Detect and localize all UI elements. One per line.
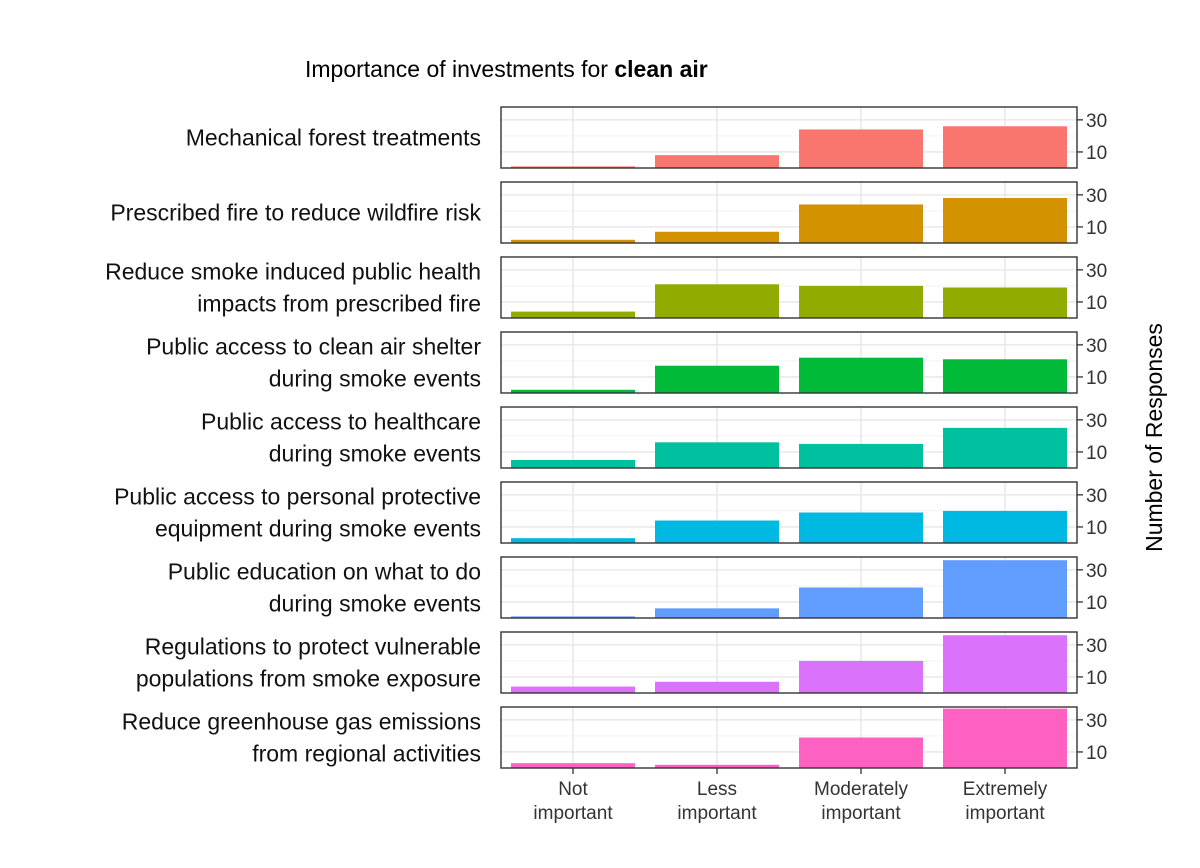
bar	[511, 239, 635, 243]
bar	[943, 510, 1067, 543]
y-tick-label: 30	[1086, 186, 1107, 207]
bar	[655, 284, 779, 318]
bar	[511, 686, 635, 693]
bar	[511, 763, 635, 768]
y-tick-label: 10	[1086, 143, 1107, 164]
bar	[799, 512, 923, 543]
bar	[655, 231, 779, 243]
facet-panel: 10 30 Public access to clean air shelter du…	[146, 331, 1107, 394]
chart-title-bold: clean air	[614, 56, 707, 82]
bar	[655, 365, 779, 393]
bar	[655, 442, 779, 468]
facet-label: Reduce smoke induced public health	[105, 259, 481, 285]
panel-border	[500, 406, 1078, 469]
bar	[655, 520, 779, 543]
facet-label: from regional activities	[252, 741, 481, 767]
x-tick-label: Less important	[677, 779, 757, 824]
chart-title: Importance of investments for clean air	[305, 56, 708, 82]
bar	[511, 389, 635, 393]
facet-label: Public access to clean air shelter	[146, 334, 481, 360]
bar	[943, 359, 1067, 393]
facet-panel: 10 30 Public education on what to do during…	[168, 556, 1107, 619]
y-tick-label: 30	[1086, 261, 1107, 282]
bar	[943, 198, 1067, 243]
y-tick-label: 10	[1086, 593, 1107, 614]
y-tick-label: 10	[1086, 293, 1107, 314]
bar	[799, 443, 923, 468]
facet-label: during smoke events	[269, 591, 481, 617]
facet-label: Public access to personal protective	[114, 484, 481, 510]
y-axis-label: Number of Responses	[1141, 323, 1167, 552]
y-tick-label: 30	[1086, 336, 1107, 357]
y-tick-label: 30	[1086, 636, 1107, 657]
facet-label: populations from smoke exposure	[136, 666, 481, 692]
facet-label: during smoke events	[269, 366, 481, 392]
panel-border	[500, 706, 1078, 769]
bar	[655, 764, 779, 768]
facet-label: equipment during smoke events	[155, 516, 481, 542]
facet-panel: 10 30 Mechanical forest treatments	[186, 106, 1107, 169]
y-tick-label: 10	[1086, 518, 1107, 539]
bar	[511, 311, 635, 318]
bar	[799, 357, 923, 393]
panel-border	[500, 481, 1078, 544]
bar	[655, 155, 779, 168]
y-tick-label: 30	[1086, 111, 1107, 132]
bar	[943, 126, 1067, 168]
facet-label: Reduce greenhouse gas emissions	[122, 709, 481, 735]
bar	[799, 285, 923, 318]
bar	[799, 204, 923, 243]
panel-border	[500, 181, 1078, 244]
y-tick-label: 30	[1086, 486, 1107, 507]
facet-panel: 10 30 Reduce greenhouse gas emissions from …	[122, 706, 1107, 769]
bar	[799, 660, 923, 693]
x-tick-label: Moderately important	[814, 779, 908, 824]
bar	[511, 166, 635, 168]
y-tick-label: 30	[1086, 711, 1107, 732]
bar	[943, 427, 1067, 468]
y-tick-label: 30	[1086, 411, 1107, 432]
y-tick-label: 10	[1086, 743, 1107, 764]
bar	[655, 608, 779, 618]
y-tick-label: 10	[1086, 443, 1107, 464]
panel-border	[500, 631, 1078, 694]
facet-label: Prescribed fire to reduce wildfire risk	[110, 200, 481, 226]
panel-border	[500, 106, 1078, 169]
y-tick-label: 10	[1086, 668, 1107, 689]
panel-border	[500, 556, 1078, 619]
bar	[943, 287, 1067, 318]
bar	[799, 737, 923, 768]
bar	[943, 560, 1067, 618]
facet-panel: 10 30 Public access to healthcare during sm…	[201, 406, 1107, 469]
bar	[511, 538, 635, 543]
facet-panel: 10 30 Regulations to protect vulnerable pop…	[136, 631, 1107, 694]
facet-panel: 10 30 Public access to personal protective…	[114, 481, 1107, 544]
bar	[943, 708, 1067, 768]
panel-border	[500, 331, 1078, 394]
bar	[799, 129, 923, 168]
y-tick-label: 10	[1086, 218, 1107, 239]
bar	[511, 459, 635, 468]
facet-label: during smoke events	[269, 441, 481, 467]
panel-border	[500, 256, 1078, 319]
facet-label: Mechanical forest treatments	[186, 125, 481, 151]
bar	[799, 587, 923, 618]
bar	[655, 681, 779, 693]
facet-label: Public access to healthcare	[201, 409, 481, 435]
y-tick-label: 10	[1086, 368, 1107, 389]
facet-panel: 10 30 Reduce smoke induced public health im…	[105, 256, 1107, 319]
facet-label: impacts from prescribed fire	[197, 291, 481, 317]
x-tick-label: Extremely important	[963, 779, 1048, 824]
facet-label: Regulations to protect vulnerable	[145, 634, 481, 660]
facet-label: Public education on what to do	[168, 559, 481, 585]
facet-panel: 10 30 Prescribed fire to reduce wildfire r…	[110, 181, 1107, 244]
bar	[511, 616, 635, 618]
bar	[943, 635, 1067, 693]
x-tick-label: Not important	[533, 779, 613, 824]
y-tick-label: 30	[1086, 561, 1107, 582]
